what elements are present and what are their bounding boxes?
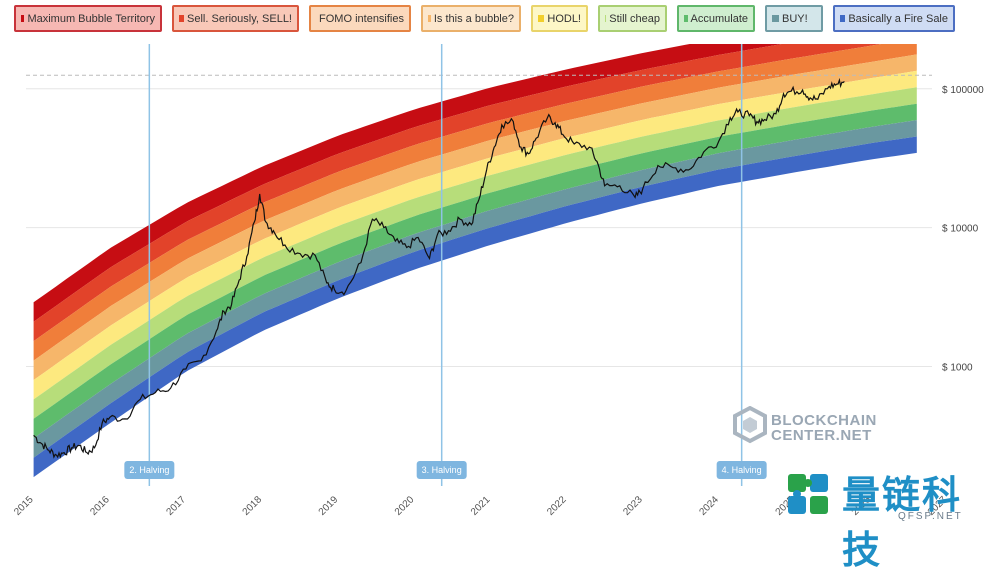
cube-icon — [733, 406, 767, 444]
logo-line2: CENTER.NET — [771, 427, 872, 444]
rainbow-chart: 2. Halving 3. Halving 4. Halving $ 1000 $ 10… — [0, 0, 1000, 526]
x-tick-label: 2019 — [317, 494, 341, 518]
watermark-en: QFSP.NET — [898, 511, 963, 522]
halving-label: 2. Halving — [129, 465, 169, 475]
halving-label: 4. Halving — [722, 465, 762, 475]
y-tick-label: $ 1000 — [942, 363, 973, 374]
blockchaincenter-logo: BLOCKCHAIN CENTER.NET — [733, 406, 903, 446]
x-tick-label: 2022 — [545, 494, 569, 518]
x-tick-label: 2023 — [621, 494, 645, 518]
y-tick-label: $ 100000 — [942, 85, 984, 96]
x-tick-label: 2017 — [164, 494, 188, 518]
y-tick-label: $ 10000 — [942, 224, 979, 235]
halving-label: 3. Halving — [422, 465, 462, 475]
x-tick-label: 2016 — [88, 494, 112, 518]
puzzle-icon — [780, 462, 840, 522]
x-tick-label: 2018 — [241, 494, 265, 518]
x-tick-label: 2020 — [393, 494, 417, 518]
watermark: 量链科技 QFSP.NET — [780, 462, 1000, 526]
x-tick-label: 2021 — [469, 494, 493, 518]
x-tick-label: 2024 — [697, 494, 721, 518]
x-tick-label: 2015 — [12, 494, 36, 518]
